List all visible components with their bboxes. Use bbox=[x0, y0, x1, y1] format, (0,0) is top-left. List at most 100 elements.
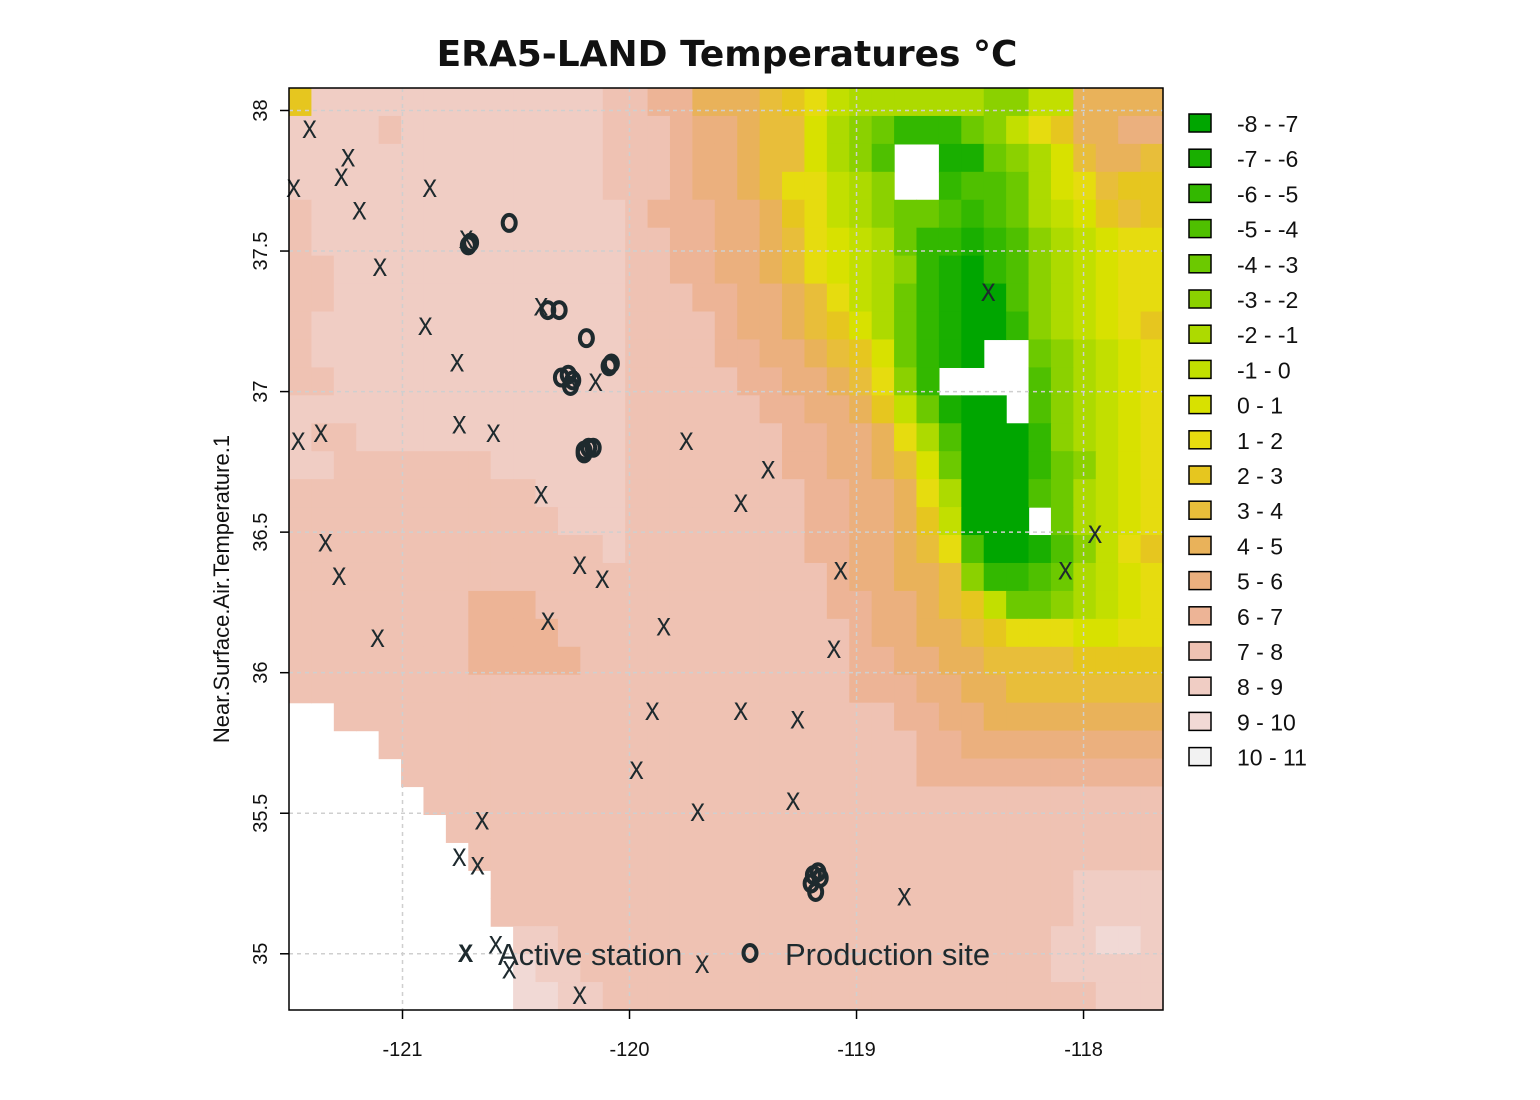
raster-cell bbox=[378, 367, 402, 396]
raster-cell bbox=[1028, 311, 1052, 341]
raster-cell bbox=[1095, 479, 1119, 508]
raster-cell bbox=[1006, 88, 1030, 117]
raster-cell bbox=[1006, 423, 1030, 452]
raster-cell bbox=[871, 171, 895, 201]
raster-cell bbox=[289, 171, 313, 201]
raster-cell bbox=[737, 143, 761, 173]
raster-cell bbox=[333, 562, 357, 592]
raster-cell bbox=[445, 562, 469, 592]
legend-label: -5 - -4 bbox=[1237, 217, 1299, 243]
raster-cell bbox=[916, 451, 940, 480]
raster-cell bbox=[1006, 786, 1030, 816]
legend-swatch bbox=[1188, 570, 1212, 591]
raster-cell bbox=[625, 171, 649, 201]
raster-cell bbox=[401, 507, 425, 536]
raster-cell bbox=[1050, 842, 1074, 871]
raster-cell bbox=[580, 255, 604, 285]
raster-cell bbox=[669, 618, 693, 648]
raster-cell bbox=[759, 171, 783, 201]
raster-cell bbox=[490, 786, 514, 816]
active-station-marker: X bbox=[790, 706, 805, 734]
raster-cell bbox=[849, 143, 873, 173]
raster-cell bbox=[535, 730, 559, 760]
raster-cell bbox=[894, 423, 918, 452]
raster-cell bbox=[356, 646, 380, 676]
raster-cell bbox=[378, 227, 402, 257]
raster-cell bbox=[333, 311, 357, 341]
raster-cell bbox=[692, 898, 716, 927]
raster-cell bbox=[513, 646, 537, 676]
raster-cell bbox=[401, 479, 425, 508]
raster-cell bbox=[669, 590, 693, 620]
raster-cell bbox=[401, 88, 425, 117]
raster-cell bbox=[871, 311, 895, 341]
raster-cell bbox=[1006, 562, 1030, 592]
raster-cell bbox=[423, 171, 447, 201]
raster-cell bbox=[401, 674, 425, 704]
raster-cell bbox=[557, 311, 581, 341]
raster-cell bbox=[849, 646, 873, 676]
raster-cell bbox=[401, 283, 425, 313]
raster-cell bbox=[1095, 199, 1119, 229]
raster-cell bbox=[916, 199, 940, 229]
raster-cell bbox=[692, 115, 716, 145]
raster-cell bbox=[468, 479, 492, 508]
legend-label: 1 - 2 bbox=[1237, 428, 1283, 454]
raster-cell bbox=[1050, 618, 1074, 648]
raster-cell bbox=[894, 870, 918, 899]
key-o-symbol bbox=[741, 943, 759, 963]
raster-cell bbox=[625, 898, 649, 927]
raster-cell bbox=[401, 730, 425, 760]
raster-cell bbox=[1095, 926, 1119, 955]
raster-cell bbox=[468, 535, 492, 564]
raster-cell bbox=[983, 870, 1007, 899]
raster-cell bbox=[1006, 702, 1030, 732]
raster-cell bbox=[557, 115, 581, 145]
active-station-marker: X bbox=[981, 279, 996, 307]
raster-cell bbox=[625, 618, 649, 648]
raster-cell bbox=[1118, 618, 1142, 648]
raster-cell bbox=[961, 786, 985, 816]
raster-cell bbox=[1050, 814, 1074, 843]
raster-cell bbox=[714, 199, 738, 229]
raster-cell bbox=[1095, 367, 1119, 396]
raster-cell bbox=[535, 870, 559, 899]
raster-cell bbox=[1140, 954, 1164, 983]
y-tick-label: 37.5 bbox=[250, 232, 272, 271]
raster-cell bbox=[692, 423, 716, 452]
raster-cell bbox=[1006, 646, 1030, 676]
raster-cell bbox=[468, 143, 492, 173]
raster-cell bbox=[647, 898, 671, 927]
raster-cell bbox=[580, 814, 604, 843]
raster-cell bbox=[356, 535, 380, 564]
raster-cell bbox=[737, 227, 761, 257]
y-axis-label: Near.Surface.Air.Temperature.1 bbox=[209, 435, 234, 743]
raster-cell bbox=[983, 730, 1007, 760]
raster-cell bbox=[333, 395, 357, 424]
raster-cell bbox=[961, 982, 985, 1011]
raster-cell bbox=[714, 730, 738, 760]
raster-cell bbox=[759, 115, 783, 145]
raster-cell bbox=[311, 171, 335, 201]
raster-cell bbox=[513, 618, 537, 648]
raster-cell bbox=[714, 898, 738, 927]
raster-cell bbox=[692, 758, 716, 788]
raster-cell bbox=[737, 88, 761, 117]
raster-cell bbox=[737, 311, 761, 341]
raster-cell bbox=[557, 562, 581, 592]
raster-cell bbox=[625, 730, 649, 760]
raster-cell bbox=[625, 115, 649, 145]
raster-cell bbox=[289, 367, 313, 396]
x-tick-label: -119 bbox=[837, 1039, 876, 1061]
raster-cell bbox=[490, 870, 514, 899]
raster-cell bbox=[938, 479, 962, 508]
raster-cell bbox=[759, 954, 783, 983]
raster-cell bbox=[1095, 395, 1119, 424]
raster-cell bbox=[445, 143, 469, 173]
raster-cell bbox=[647, 535, 671, 564]
raster-cell bbox=[580, 199, 604, 229]
raster-cell bbox=[826, 199, 850, 229]
raster-cell bbox=[894, 227, 918, 257]
production-site-marker bbox=[500, 212, 518, 233]
raster-cell bbox=[737, 367, 761, 396]
